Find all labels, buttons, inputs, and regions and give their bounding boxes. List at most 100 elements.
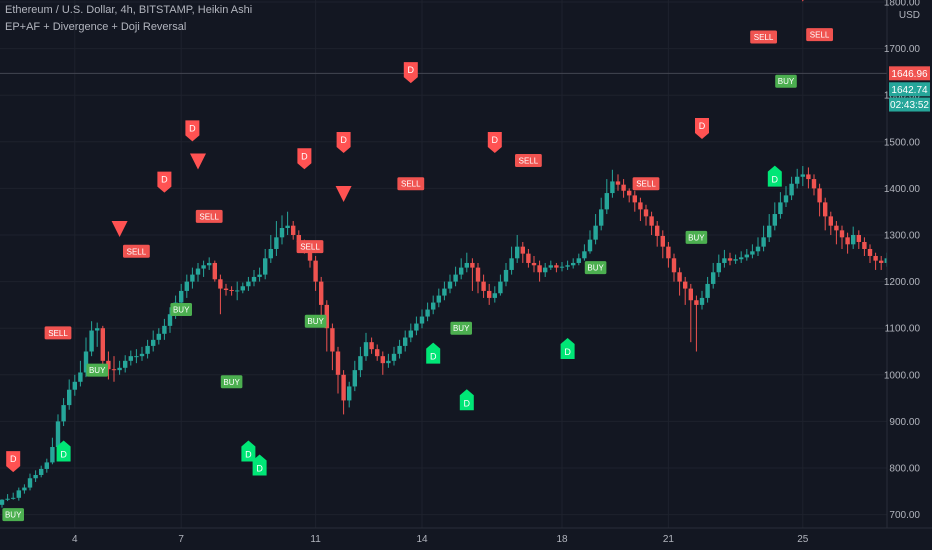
candle-body bbox=[632, 195, 637, 203]
bear-divergence-shape bbox=[157, 171, 172, 193]
buy-signal-text: BUY bbox=[688, 233, 705, 242]
sell-signal-text: SELL bbox=[810, 31, 830, 40]
bear-divergence-marker: D bbox=[297, 148, 312, 170]
bull-divergence-shape bbox=[241, 440, 256, 462]
candle-body bbox=[22, 487, 27, 491]
candle-body bbox=[464, 262, 469, 268]
price-tick-label: 1300.00 bbox=[884, 231, 921, 242]
candle-body bbox=[347, 386, 352, 401]
candle-body bbox=[386, 360, 391, 364]
sell-signal-label: SELL bbox=[397, 177, 425, 191]
time-axis-panel[interactable] bbox=[0, 528, 932, 550]
candle-body bbox=[839, 230, 845, 238]
bear-divergence-text: D bbox=[699, 121, 706, 131]
candle-body bbox=[195, 268, 201, 275]
time-tick-label: 25 bbox=[797, 534, 809, 545]
candle-body bbox=[139, 353, 145, 357]
candle-body bbox=[263, 258, 268, 275]
doji-reversal-triangle bbox=[335, 186, 352, 203]
bear-divergence-marker: D bbox=[403, 62, 418, 84]
bear-divergence-shape bbox=[6, 451, 21, 473]
buy-signal-text: BUY bbox=[778, 77, 795, 86]
bear-divergence-marker: D bbox=[336, 131, 351, 153]
candle-body bbox=[699, 297, 705, 305]
candle-body bbox=[212, 262, 217, 280]
candle-body bbox=[279, 228, 285, 238]
candle-body bbox=[649, 216, 654, 226]
candle-body bbox=[571, 262, 576, 266]
candle-body bbox=[503, 269, 509, 282]
price-tick-label: 1400.00 bbox=[884, 184, 921, 195]
buy-signal-text: BUY bbox=[5, 511, 22, 520]
candle-body bbox=[498, 281, 503, 294]
candle-body bbox=[531, 262, 537, 266]
candle-body bbox=[587, 239, 593, 252]
buy-signal-text: BUY bbox=[307, 317, 324, 326]
candle-body bbox=[750, 251, 755, 255]
candle-body bbox=[358, 356, 363, 371]
candle-body bbox=[100, 328, 105, 361]
candle-body bbox=[67, 389, 72, 406]
buy-signal-box bbox=[685, 230, 708, 244]
candle-body bbox=[610, 181, 615, 194]
bear-divergence-text: D bbox=[408, 65, 415, 75]
candle-body bbox=[811, 179, 817, 189]
candle-body bbox=[375, 349, 380, 357]
candle-body bbox=[582, 251, 587, 259]
candle-body bbox=[543, 267, 548, 273]
bull-divergence-marker: D bbox=[252, 454, 267, 476]
candle-body bbox=[492, 293, 497, 298]
buy-signal-box bbox=[220, 375, 243, 389]
buy-signal-label: BUY bbox=[685, 230, 708, 244]
buy-signal-label: BUY bbox=[304, 314, 327, 328]
bull-divergence-marker: D bbox=[560, 338, 575, 359]
bull-divergence-text: D bbox=[430, 352, 437, 362]
buy-signal-text: BUY bbox=[453, 324, 470, 333]
bear-divergence-text: D bbox=[189, 123, 196, 133]
candle-body bbox=[459, 267, 464, 275]
bear-divergence-text: D bbox=[340, 135, 347, 145]
candle-body bbox=[369, 342, 374, 350]
buy-signal-label: BUY bbox=[220, 375, 243, 389]
candle-body bbox=[666, 246, 671, 259]
candle-body bbox=[285, 225, 290, 229]
bull-divergence-text: D bbox=[772, 175, 779, 185]
candle-body bbox=[627, 190, 632, 196]
bear-divergence-shape bbox=[185, 120, 200, 142]
indicator-label[interactable]: EP+AF + Divergence + Doji Reversal bbox=[5, 21, 187, 33]
candle-body bbox=[470, 262, 475, 268]
candle-body bbox=[655, 225, 660, 236]
bull-divergence-marker: D bbox=[767, 165, 782, 187]
candle-body bbox=[660, 235, 665, 247]
candle-body bbox=[324, 304, 329, 329]
price-tick-label: 1800.00 bbox=[884, 0, 921, 9]
candle-body bbox=[313, 260, 318, 282]
sell-signal-box bbox=[750, 30, 777, 44]
candle-body bbox=[442, 288, 447, 296]
bull-divergence-shape bbox=[767, 165, 782, 187]
candle-body bbox=[39, 468, 44, 475]
bull-divergence-text: D bbox=[464, 398, 471, 408]
candle-body bbox=[716, 262, 721, 273]
sell-signal-box bbox=[44, 326, 72, 340]
time-tick-label: 4 bbox=[72, 534, 78, 545]
bear-divergence-shape bbox=[297, 148, 312, 170]
chart-title[interactable]: Ethereum / U.S. Dollar, 4h, BITSTAMP, He… bbox=[5, 4, 253, 16]
sell-signal-text: SELL bbox=[519, 156, 539, 165]
time-tick-label: 18 bbox=[556, 534, 568, 545]
signals: BUY SELL BUY SELL BUY SELL BUY BUY SELL SELL BUY SE… bbox=[2, 0, 833, 522]
candle-body bbox=[61, 405, 66, 422]
bull-divergence-marker: D bbox=[459, 389, 474, 411]
candles bbox=[0, 166, 932, 508]
buy-signal-box bbox=[450, 321, 472, 335]
bear-divergence-shape bbox=[487, 131, 502, 153]
candle-body bbox=[403, 337, 408, 346]
candle-body bbox=[621, 184, 626, 191]
currency-label: USD bbox=[899, 10, 920, 21]
sell-signal-text: SELL bbox=[401, 180, 421, 189]
bear-divergence-shape bbox=[336, 131, 351, 153]
candle-body bbox=[95, 328, 100, 331]
candle-body bbox=[425, 309, 430, 317]
